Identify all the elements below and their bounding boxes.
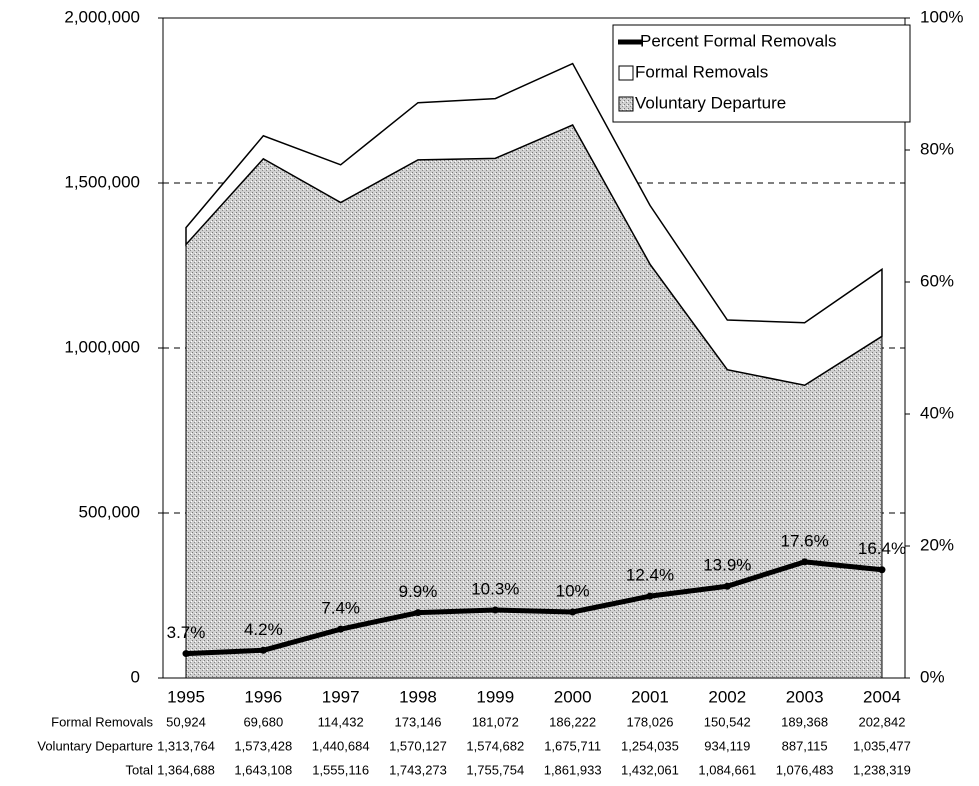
percent-marker <box>182 650 190 658</box>
table-row-label: Total <box>126 762 154 777</box>
percent-marker <box>878 566 886 574</box>
table-cell: 189,368 <box>781 714 828 729</box>
table-cell: 1,440,684 <box>312 738 370 753</box>
x-tick-label: 2003 <box>786 687 824 706</box>
y-tick-label: 1,500,000 <box>64 172 140 191</box>
table-cell: 1,574,682 <box>466 738 524 753</box>
percent-marker <box>259 646 267 654</box>
table-cell: 1,364,688 <box>157 762 215 777</box>
table-cell: 114,432 <box>318 714 364 729</box>
table-cell: 186,222 <box>549 714 596 729</box>
table-cell: 181,072 <box>472 714 519 729</box>
table-cell: 1,313,764 <box>157 738 215 753</box>
table-cell: 1,675,711 <box>544 738 601 753</box>
table-cell: 178,026 <box>626 714 673 729</box>
x-tick-label: 2001 <box>631 687 669 706</box>
percent-marker <box>646 592 654 600</box>
y2-tick-label: 100% <box>920 7 963 26</box>
data-label: 4.2% <box>244 620 283 639</box>
data-label: 16.4% <box>858 539 906 558</box>
area-formal <box>185 62 883 387</box>
x-tick-label: 2004 <box>863 687 901 706</box>
table-cell: 887,115 <box>782 738 828 753</box>
table-cell: 1,643,108 <box>234 762 292 777</box>
table-cell: 150,542 <box>704 714 751 729</box>
y2-tick-label: 0% <box>920 667 945 686</box>
percent-marker <box>337 625 345 633</box>
table-cell: 1,432,061 <box>621 762 679 777</box>
table-cell: 1,555,116 <box>312 762 369 777</box>
table-cell: 1,743,273 <box>389 762 447 777</box>
y2-tick-label: 60% <box>920 271 954 290</box>
table-cell: 1,573,428 <box>234 738 292 753</box>
percent-marker <box>491 606 499 614</box>
y2-tick-label: 80% <box>920 139 954 158</box>
legend-label: Voluntary Departure <box>635 93 786 112</box>
percent-marker <box>801 558 809 566</box>
legend-box <box>612 24 911 123</box>
y2-tick-label: 20% <box>920 535 954 554</box>
x-tick-label: 1995 <box>167 687 205 706</box>
percent-marker <box>723 582 731 590</box>
table-cell: 1,755,754 <box>466 762 524 777</box>
data-label: 10.3% <box>471 580 519 599</box>
x-tick-label: 1996 <box>244 687 282 706</box>
x-tick-label: 1998 <box>399 687 437 706</box>
data-label: 9.9% <box>399 582 438 601</box>
y2-tick-label: 40% <box>920 403 954 422</box>
table-cell: 1,035,477 <box>853 738 911 753</box>
table-cell: 173,146 <box>394 714 441 729</box>
table-cell: 1,861,933 <box>544 762 602 777</box>
data-label: 7.4% <box>321 599 360 618</box>
table-cell: 1,084,661 <box>698 762 756 777</box>
legend-label: Formal Removals <box>635 62 768 81</box>
table-cell: 1,238,319 <box>853 762 911 777</box>
y-tick-label: 1,000,000 <box>64 337 140 356</box>
x-tick-label: 1999 <box>476 687 514 706</box>
data-label: 12.4% <box>626 566 674 585</box>
percent-marker <box>569 608 577 616</box>
data-label: 3.7% <box>167 623 206 642</box>
table-row-label: Voluntary Departure <box>37 738 153 753</box>
table-cell: 1,254,035 <box>621 738 679 753</box>
table-cell: 1,570,127 <box>389 738 447 753</box>
percent-marker <box>414 609 422 617</box>
x-tick-label: 2000 <box>554 687 592 706</box>
table-cell: 202,842 <box>858 714 905 729</box>
data-label: 17.6% <box>781 531 829 550</box>
y-tick-label: 500,000 <box>79 502 140 521</box>
table-cell: 1,076,483 <box>776 762 834 777</box>
x-tick-label: 2002 <box>708 687 746 706</box>
table-row-label: Formal Removals <box>51 714 153 729</box>
legend-swatch <box>618 65 634 81</box>
y-tick-label: 2,000,000 <box>64 7 140 26</box>
y-tick-label: 0 <box>131 667 140 686</box>
table-cell: 69,680 <box>243 714 283 729</box>
percent-line <box>185 559 883 657</box>
x-tick-label: 1997 <box>322 687 360 706</box>
table-cell: 50,924 <box>166 714 206 729</box>
data-label: 10% <box>556 581 590 600</box>
legend-swatch <box>618 96 634 112</box>
data-label: 13.9% <box>703 556 751 575</box>
legend-label: Percent Formal Removals <box>640 31 837 50</box>
table-cell: 934,119 <box>704 738 750 753</box>
